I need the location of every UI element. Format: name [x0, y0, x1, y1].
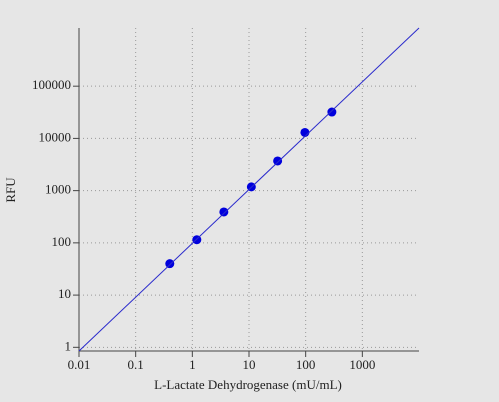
x-tick-label: 1 — [189, 357, 196, 372]
y-tick-label: 1 — [65, 338, 72, 353]
data-point — [300, 127, 310, 137]
x-tick-label: 100 — [296, 357, 316, 372]
x-tick-label: 0.1 — [128, 357, 144, 372]
x-tick-label: 10 — [243, 357, 256, 372]
x-tick-label: 0.01 — [68, 357, 91, 372]
y-tick-label: 100 — [52, 234, 72, 249]
x-tick-label: 1000 — [349, 357, 375, 372]
y-tick-label: 10000 — [39, 129, 72, 144]
data-point — [165, 259, 175, 269]
y-tick-label: 1000 — [45, 182, 71, 197]
y-tick-label: 10 — [58, 286, 71, 301]
data-point — [219, 207, 229, 217]
y-axis-label: RFU — [3, 177, 18, 203]
data-point — [327, 107, 337, 117]
data-point — [273, 156, 283, 166]
y-tick-label: 100000 — [32, 77, 71, 92]
x-axis-label: L-Lactate Dehydrogenase (mU/mL) — [154, 377, 342, 392]
fit-line — [78, 27, 420, 352]
